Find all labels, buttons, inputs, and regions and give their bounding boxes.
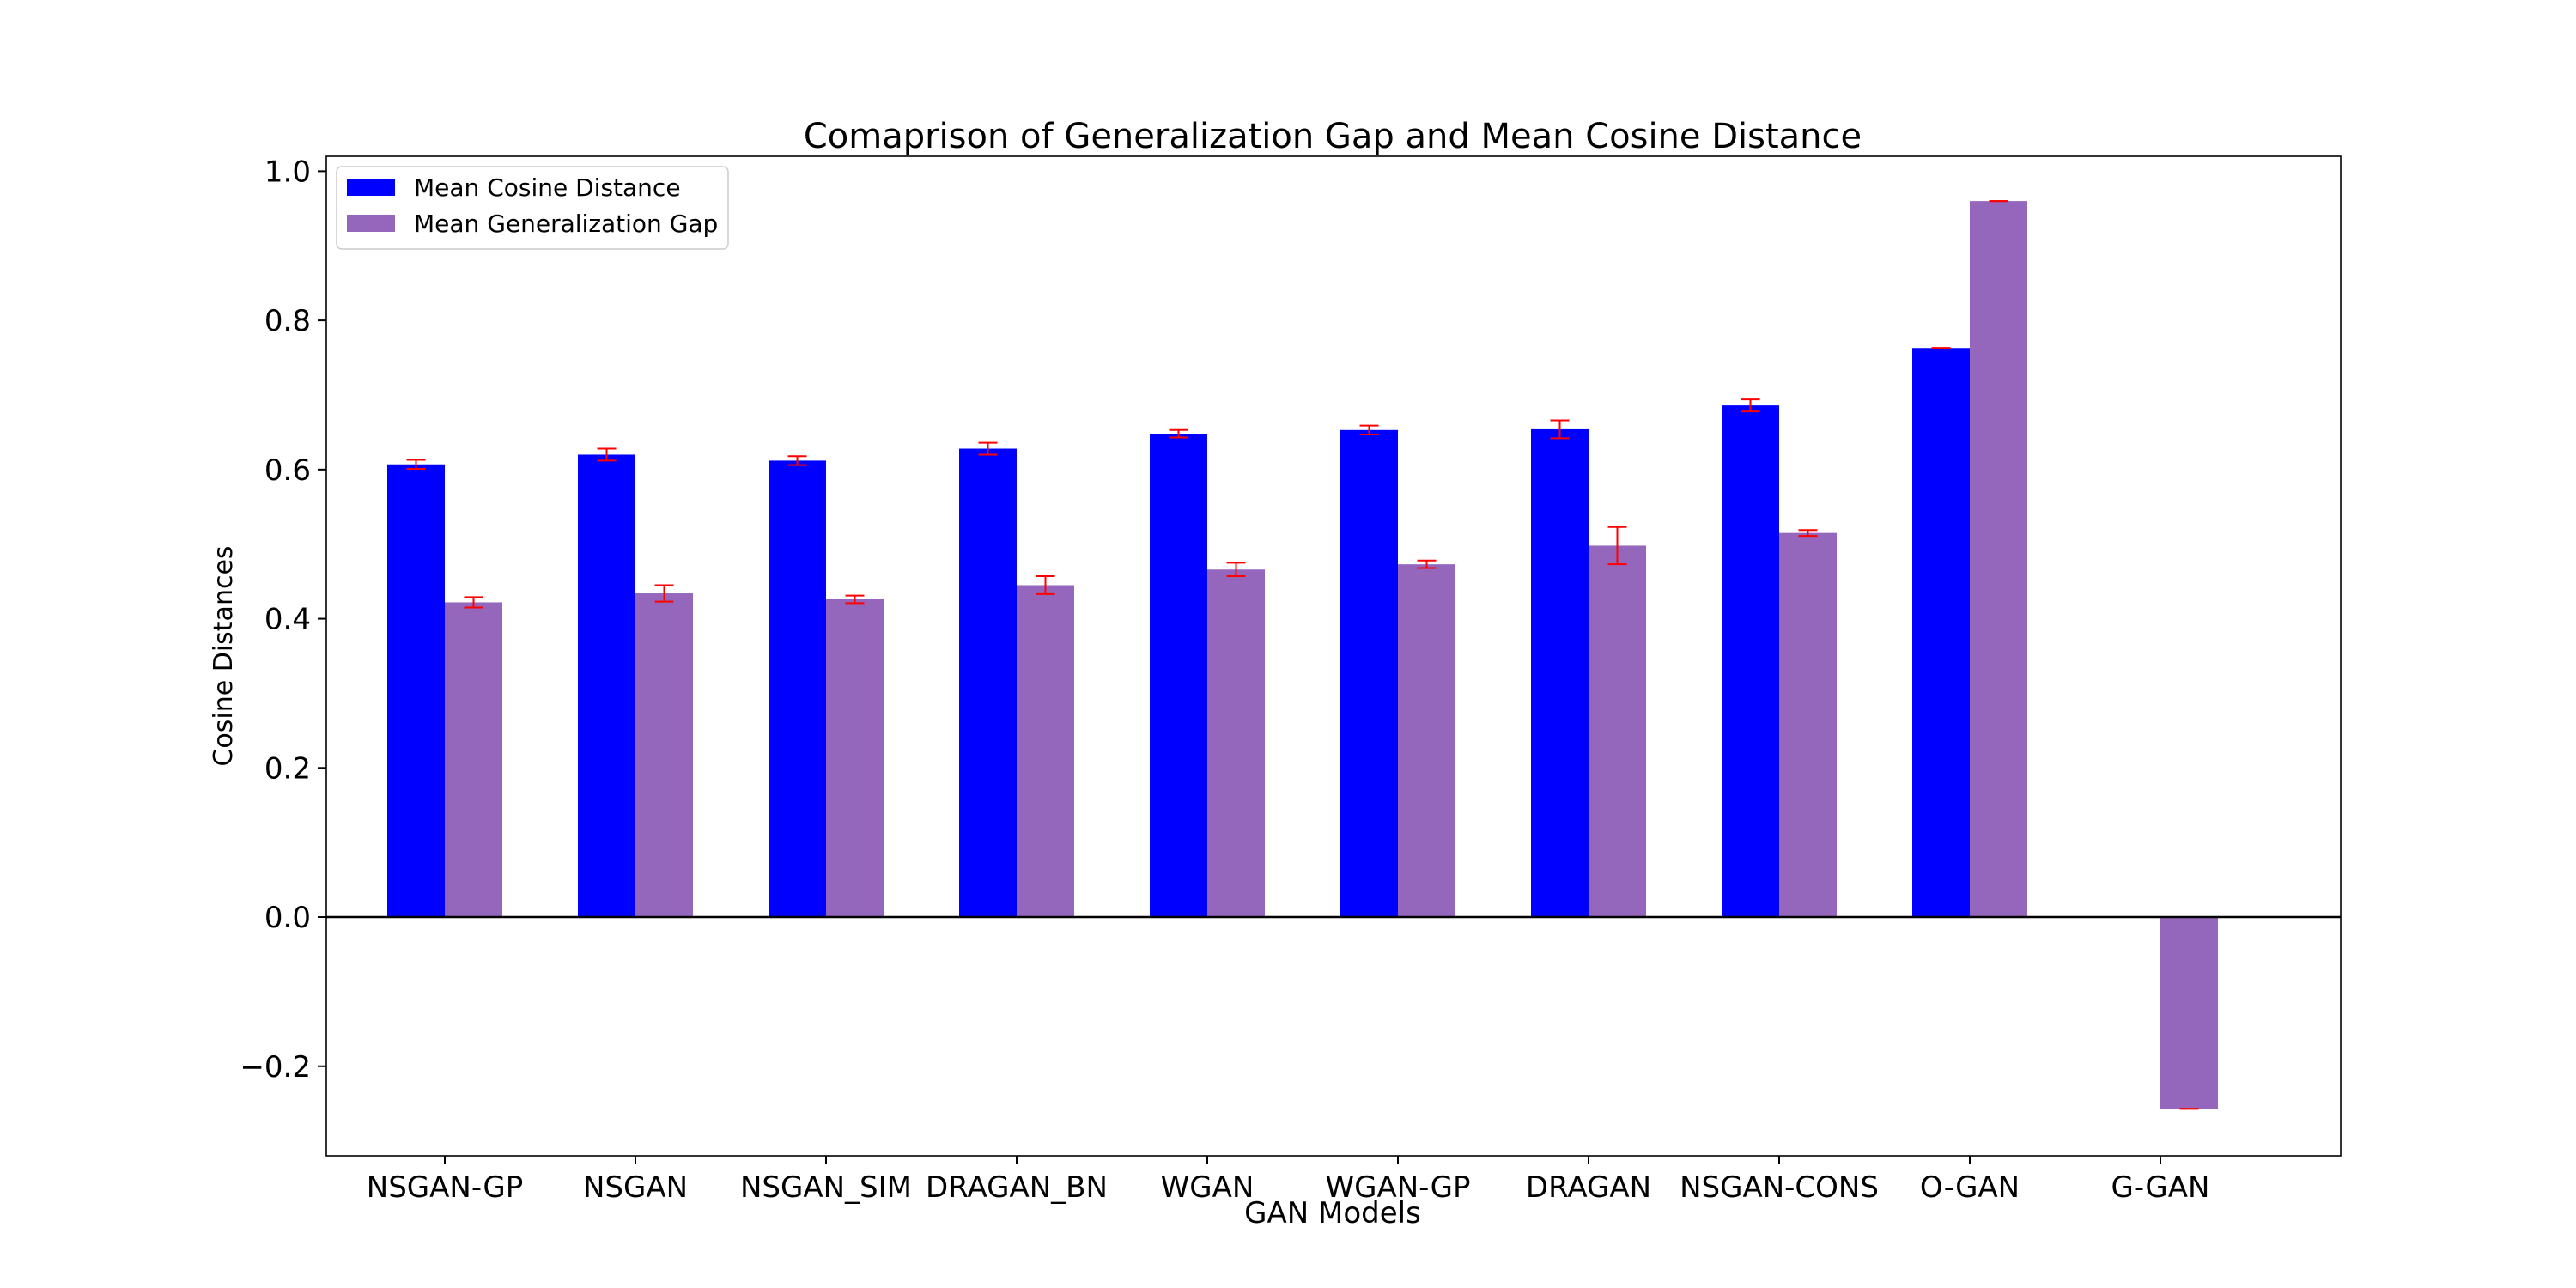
legend-box [336,166,729,250]
bar-mean-cosine-distance-nsgan-sim [769,460,826,918]
error-bar-mean-cosine-distance-wgan-gp [1359,424,1379,436]
bar-mean-cosine-distance-dragan [1531,428,1589,918]
error-bar-mean-cosine-distance-nsgan [597,447,617,462]
error-bars-layer [406,200,2199,1110]
chart-title: Comaprison of Generalization Gap and Mea… [804,117,1862,156]
y-axis-label: Cosine Distances [209,545,239,766]
x-tick-label-nsgan-sim: NSGAN_SIM [740,1170,912,1205]
x-axis-label: GAN Models [1244,1196,1421,1230]
legend-swatch-mean-generalization-gap [347,215,395,232]
x-tick-label-wgan-gp: WGAN-GP [1325,1170,1470,1205]
x-tick-label-dragan: DRAGAN [1526,1170,1651,1205]
x-tick-label-o-gan: O-GAN [1920,1170,2020,1205]
bar-mean-cosine-distance-nsgan-gp [387,464,445,918]
y-tick-label: 1.0 [264,155,311,189]
y-tick-label: 0.8 [264,304,311,338]
bars-layer [387,201,2218,1109]
error-bar-mean-cosine-distance-dragan [1550,419,1570,440]
bar-mean-cosine-distance-dragan-bn [959,448,1017,918]
y-tick-label: 0.4 [264,603,311,637]
plot-frame [325,155,2342,1157]
y-tick-label: −0.2 [240,1050,311,1084]
error-bar-mean-cosine-distance-dragan-bn [978,441,998,456]
x-tick-label-g-gan: G-GAN [2111,1170,2210,1205]
x-tick-label-dragan-bn: DRAGAN_BN [926,1170,1108,1205]
legend-label-mean-cosine-distance: Mean Cosine Distance [414,173,681,202]
error-bar-mean-generalization-gap-wgan [1226,562,1246,578]
y-tick-label: 0.2 [264,751,311,786]
legend: Mean Cosine Distance Mean Generalization… [336,166,729,250]
x-tick-label-nsgan-gp: NSGAN-GP [367,1170,523,1205]
bar-mean-generalization-gap-o-gan [1970,201,2027,918]
error-bar-mean-cosine-distance-nsgan-cons [1741,398,1760,413]
bar-mean-cosine-distance-nsgan-cons [1722,405,1779,918]
legend-label-mean-generalization-gap: Mean Generalization Gap [414,210,718,238]
bar-mean-cosine-distance-wgan-gp [1340,429,1398,918]
x-tick-label-wgan: WGAN [1161,1170,1255,1205]
error-bar-mean-cosine-distance-nsgan-sim [787,455,807,466]
y-axis-ticks: −0.2 0.0 0.2 0.4 0.6 0.8 1.0 [240,155,326,1084]
bar-mean-generalization-gap-wgan [1207,569,1265,918]
bar-mean-generalization-gap-wgan-gp [1398,564,1455,918]
error-bar-mean-generalization-gap-nsgan-sim [845,594,865,605]
bar-mean-generalization-gap-dragan-bn [1017,585,1074,918]
error-bar-mean-generalization-gap-wgan-gp [1417,559,1437,569]
error-bar-mean-generalization-gap-nsgan [654,584,674,603]
error-bar-mean-generalization-gap-nsgan-cons [1798,529,1818,538]
legend-swatch-mean-cosine-distance [347,179,395,196]
bar-mean-generalization-gap-nsgan [635,593,693,918]
bar-mean-generalization-gap-nsgan-sim [826,598,884,918]
error-bar-mean-cosine-distance-nsgan-gp [406,459,426,470]
y-tick-label: 0.0 [264,901,311,935]
y-tick-label: 0.6 [264,453,311,488]
x-axis-ticks: NSGAN-GP NSGAN NSGAN_SIM DRAGAN_BN WGAN WGAN-… [367,1156,2210,1205]
error-bar-mean-cosine-distance-wgan [1169,428,1188,439]
bar-mean-generalization-gap-dragan [1589,545,1646,918]
x-tick-label-nsgan-cons: NSGAN-CONS [1680,1170,1879,1205]
error-bar-mean-generalization-gap-dragan [1607,526,1627,566]
bar-mean-cosine-distance-wgan [1150,434,1207,918]
bar-mean-generalization-gap-nsgan-gp [445,602,502,918]
error-bar-mean-generalization-gap-nsgan-gp [464,596,483,609]
bar-mean-cosine-distance-nsgan [578,454,635,918]
x-tick-label-nsgan: NSGAN [583,1170,688,1205]
error-bar-mean-generalization-gap-dragan-bn [1036,575,1055,595]
bar-mean-generalization-gap-nsgan-cons [1779,532,1837,918]
bar-mean-cosine-distance-o-gan [1912,348,1970,918]
bar-mean-generalization-gap-g-gan [2160,917,2218,1109]
